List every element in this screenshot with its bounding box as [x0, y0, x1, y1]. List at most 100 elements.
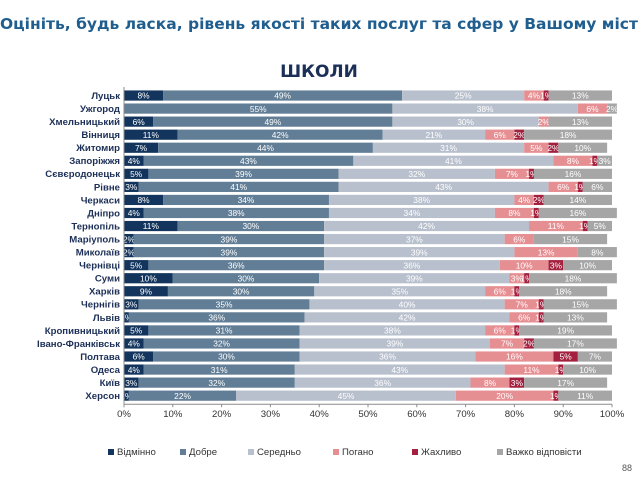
- data-label: 5%: [594, 221, 607, 231]
- data-label: 1%: [511, 286, 524, 296]
- bar-segment: [548, 142, 559, 153]
- category-label: Рівне: [94, 182, 120, 193]
- data-label: 7%: [135, 143, 148, 153]
- bar-segment: [533, 168, 612, 179]
- data-label: 13%: [567, 313, 584, 323]
- bar-segment: [124, 299, 139, 310]
- data-label: 13%: [572, 91, 589, 101]
- data-label: 8%: [484, 378, 497, 388]
- bar-segment: [314, 286, 486, 297]
- bar-segment: [582, 181, 612, 192]
- data-label: 4%: [128, 208, 141, 218]
- data-label: 3%: [599, 156, 612, 166]
- legend-label: Важко відповісти: [506, 447, 582, 458]
- data-label: 4%: [128, 339, 141, 349]
- bar-segment: [177, 129, 383, 140]
- bar-segment: [514, 325, 520, 336]
- bar-segment: [124, 116, 154, 127]
- x-tick-label: 10%: [163, 409, 183, 420]
- bar-segment: [577, 247, 617, 258]
- bar-segment: [324, 260, 500, 271]
- data-label: 11%: [143, 221, 160, 231]
- data-label: 42%: [418, 221, 435, 231]
- bar-segment: [138, 299, 310, 310]
- bar-segment: [455, 390, 554, 401]
- bar-segment: [163, 90, 403, 101]
- data-label: 11%: [523, 365, 540, 375]
- category-label: Харків: [89, 287, 120, 298]
- bar-segment: [294, 364, 505, 375]
- x-tick-label: 60%: [407, 409, 427, 420]
- page-number: 88: [621, 463, 632, 473]
- bar-segment: [163, 194, 329, 206]
- data-label: 3%: [550, 260, 563, 270]
- data-label: 32%: [208, 378, 225, 388]
- data-label: 18%: [560, 130, 577, 140]
- bar-segment: [504, 233, 534, 245]
- bar-segment: [577, 181, 583, 192]
- category-label: Вінниця: [81, 130, 120, 141]
- data-label: 5%: [130, 326, 143, 336]
- data-label: 38%: [384, 326, 401, 336]
- data-label: 39%: [221, 247, 238, 257]
- x-tick-label: 20%: [212, 409, 232, 420]
- data-label: 1%: [525, 169, 538, 179]
- bar-segment: [485, 129, 515, 140]
- data-label: 3%: [125, 378, 138, 388]
- data-label: 36%: [379, 352, 396, 362]
- legend-label: Відмінно: [117, 447, 156, 458]
- data-label: 36%: [404, 260, 421, 270]
- data-label: 9%: [140, 286, 153, 296]
- bar-segment: [124, 273, 173, 284]
- bar-segment: [324, 247, 515, 258]
- data-label: 5%: [130, 260, 143, 270]
- data-label: 30%: [242, 221, 259, 231]
- bar-segment: [328, 207, 495, 219]
- data-label: 6%: [557, 182, 570, 192]
- bar-segment: [124, 155, 144, 166]
- data-label: 6%: [494, 130, 507, 140]
- bar-segment: [128, 390, 237, 401]
- bar-segment: [124, 233, 134, 245]
- data-label: 31%: [211, 365, 228, 375]
- data-label: 2%: [538, 117, 551, 127]
- data-label: 1%: [521, 273, 534, 283]
- data-label: 1%: [579, 221, 592, 231]
- data-label: 18%: [565, 273, 582, 283]
- data-label: 2%: [523, 339, 536, 349]
- category-label: Житомир: [75, 143, 120, 154]
- bar-segment: [124, 181, 139, 192]
- bar-segment: [124, 286, 168, 297]
- category-label: Миколаїв: [76, 248, 120, 259]
- bar-segment: [124, 129, 178, 140]
- data-label: 39%: [411, 247, 428, 257]
- bar-segment: [392, 103, 578, 114]
- data-label: 1%: [535, 313, 548, 323]
- legend-swatch: [108, 449, 114, 455]
- data-label: 37%: [406, 234, 423, 244]
- bar-segment: [294, 377, 471, 388]
- bar-segment: [328, 194, 515, 206]
- bar-segment: [153, 351, 300, 362]
- bar-segment: [324, 233, 505, 245]
- bar-segment: [509, 377, 525, 388]
- bar-segment: [563, 260, 612, 271]
- bar-segment: [133, 247, 325, 258]
- data-label: 49%: [274, 91, 291, 101]
- bar-segment: [533, 338, 617, 349]
- bar-segment: [124, 390, 129, 401]
- category-label: Чернігів: [81, 300, 120, 311]
- bar-segment: [143, 338, 300, 349]
- bar-segment: [577, 103, 608, 114]
- x-tick-label: 90%: [554, 409, 574, 420]
- bar-segment: [490, 338, 525, 349]
- bar-segment: [138, 181, 339, 192]
- bar-segment: [143, 207, 329, 219]
- bar-segment: [485, 286, 515, 297]
- data-label: 1%: [574, 182, 587, 192]
- data-label: 44%: [257, 143, 274, 153]
- data-label: 17%: [567, 339, 584, 349]
- bar-segment: [499, 260, 549, 271]
- bar-segment: [372, 142, 525, 153]
- x-tick-label: 0%: [117, 409, 131, 420]
